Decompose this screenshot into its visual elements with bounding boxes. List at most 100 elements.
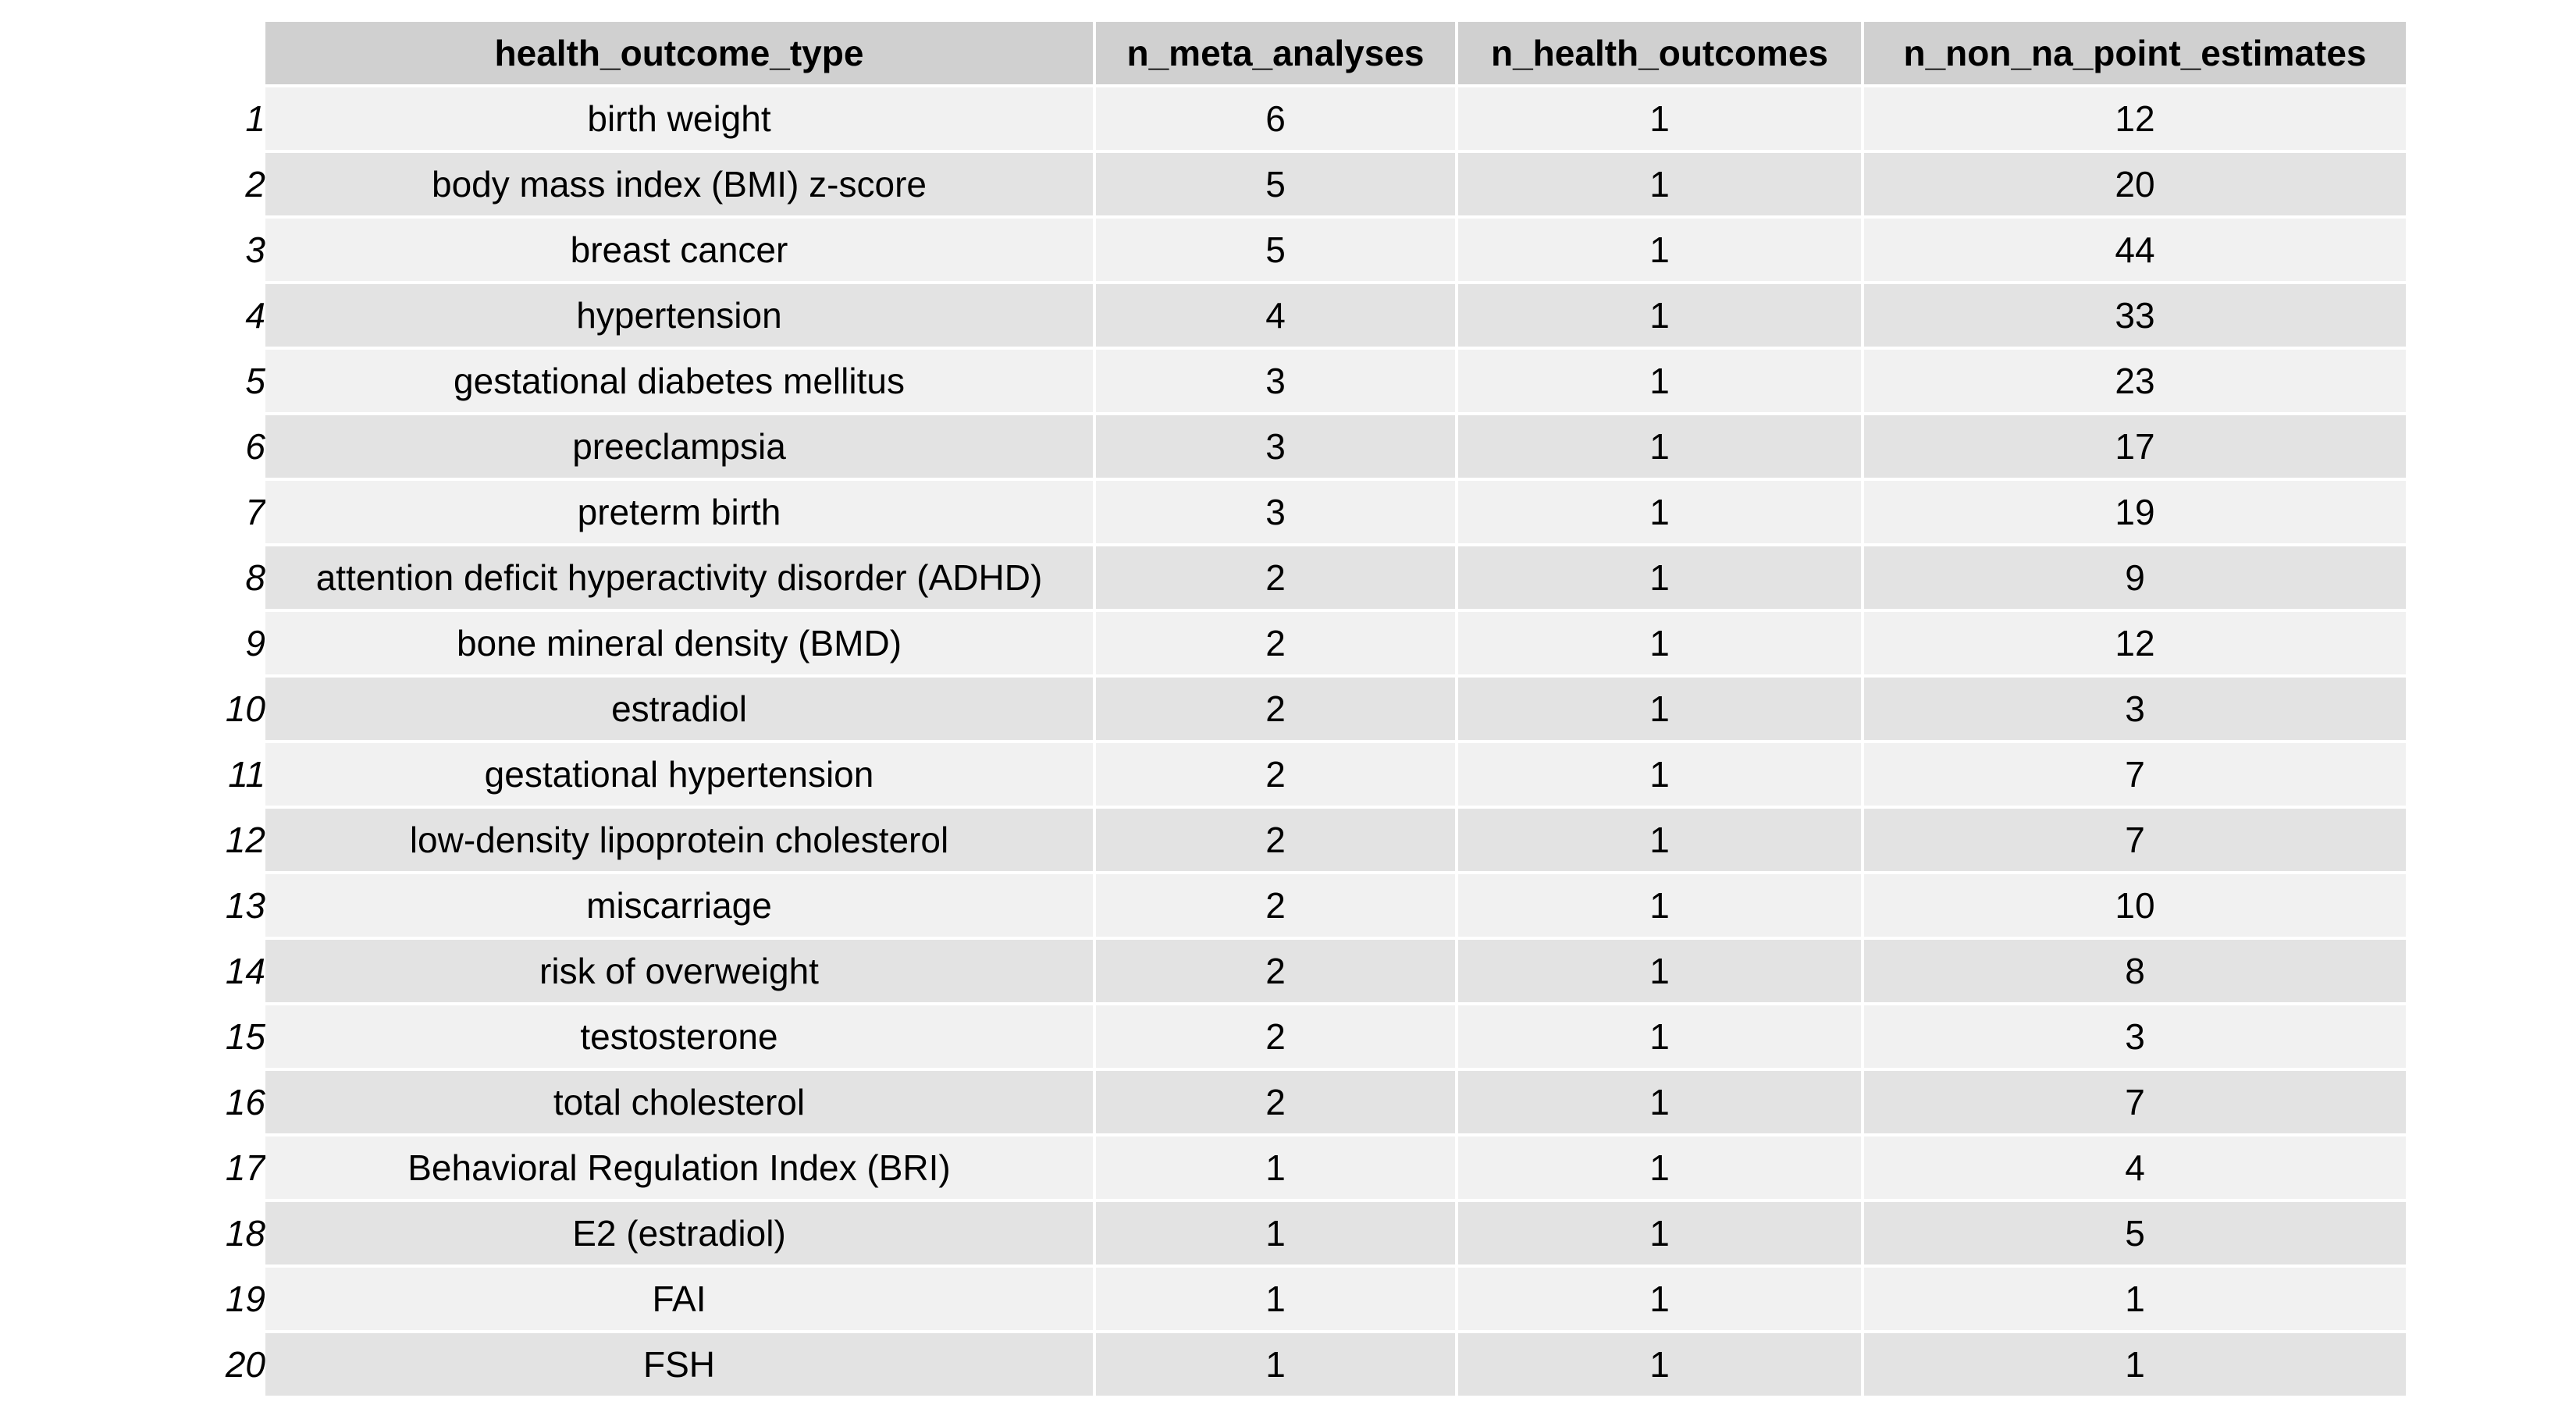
table-cell-n-health-outcomes: 1 [1458, 743, 1861, 806]
table-cell-health-outcome-type: attention deficit hyperactivity disorder… [265, 546, 1093, 609]
table-cell-n-health-outcomes: 1 [1458, 1071, 1861, 1133]
table-cell-n-meta-analyses: 1 [1096, 1202, 1455, 1264]
table-cell-n-health-outcomes: 1 [1458, 1136, 1861, 1199]
table-cell-n-meta-analyses: 5 [1096, 219, 1455, 281]
table-cell-health-outcome-type: FSH [265, 1333, 1093, 1396]
table-cell-n-non-na-point-estimates: 12 [1864, 87, 2406, 150]
table-cell-n-health-outcomes: 1 [1458, 1005, 1861, 1068]
table-cell-n-meta-analyses: 2 [1096, 743, 1455, 806]
row-label: 18 [225, 1213, 265, 1254]
table-cell-n-meta-analyses: 2 [1096, 1071, 1455, 1133]
row-label: 4 [245, 295, 265, 336]
table-cell-health-outcome-type: risk of overweight [265, 940, 1093, 1002]
row-label: 9 [245, 623, 265, 663]
column-header-health-outcome-type: health_outcome_type [265, 22, 1093, 84]
row-label: 3 [245, 229, 265, 270]
table-cell-health-outcome-type: preeclampsia [265, 415, 1093, 478]
table-cell-n-health-outcomes: 1 [1458, 350, 1861, 412]
table-cell-health-outcome-type: FAI [265, 1268, 1093, 1330]
row-label: 2 [245, 164, 265, 205]
row-label: 10 [225, 688, 265, 729]
table-cell-n-non-na-point-estimates: 20 [1864, 153, 2406, 215]
row-label: 17 [225, 1147, 265, 1188]
table-cell-health-outcome-type: testosterone [265, 1005, 1093, 1068]
table-cell-n-meta-analyses: 3 [1096, 481, 1455, 543]
column-header-n-non-na-point-estimates: n_non_na_point_estimates [1864, 22, 2406, 84]
table-cell-n-meta-analyses: 1 [1096, 1333, 1455, 1396]
table-cell-n-health-outcomes: 1 [1458, 1268, 1861, 1330]
table-cell-health-outcome-type: hypertension [265, 284, 1093, 347]
table-cell-health-outcome-type: gestational diabetes mellitus [265, 350, 1093, 412]
table-cell-n-health-outcomes: 1 [1458, 415, 1861, 478]
table-cell-n-non-na-point-estimates: 7 [1864, 809, 2406, 871]
table-cell-n-meta-analyses: 3 [1096, 415, 1455, 478]
table-cell-n-non-na-point-estimates: 1 [1864, 1333, 2406, 1396]
row-label: 8 [245, 557, 265, 598]
table-cell-n-non-na-point-estimates: 4 [1864, 1136, 2406, 1199]
table-cell-n-meta-analyses: 2 [1096, 1005, 1455, 1068]
table-cell-n-health-outcomes: 1 [1458, 219, 1861, 281]
row-label: 7 [245, 492, 265, 532]
table-cell-n-meta-analyses: 2 [1096, 678, 1455, 740]
table-cell-n-non-na-point-estimates: 12 [1864, 612, 2406, 674]
table-cell-health-outcome-type: low-density lipoprotein cholesterol [265, 809, 1093, 871]
row-label: 15 [225, 1016, 265, 1057]
table-cell-n-non-na-point-estimates: 17 [1864, 415, 2406, 478]
table-cell-n-non-na-point-estimates: 9 [1864, 546, 2406, 609]
row-label: 11 [228, 754, 265, 795]
row-label: 5 [245, 361, 265, 401]
table-cell-n-meta-analyses: 5 [1096, 153, 1455, 215]
table-cell-n-health-outcomes: 1 [1458, 1202, 1861, 1264]
table-cell-n-health-outcomes: 1 [1458, 940, 1861, 1002]
table-cell-n-meta-analyses: 3 [1096, 350, 1455, 412]
table-cell-health-outcome-type: gestational hypertension [265, 743, 1093, 806]
table-cell-n-meta-analyses: 1 [1096, 1268, 1455, 1330]
table-cell-n-non-na-point-estimates: 1 [1864, 1268, 2406, 1330]
table-cell-n-non-na-point-estimates: 23 [1864, 350, 2406, 412]
table-cell-n-health-outcomes: 1 [1458, 1333, 1861, 1396]
table-cell-n-meta-analyses: 2 [1096, 612, 1455, 674]
table-cell-health-outcome-type: estradiol [265, 678, 1093, 740]
table-cell-health-outcome-type: E2 (estradiol) [265, 1202, 1093, 1264]
table-cell-n-non-na-point-estimates: 8 [1864, 940, 2406, 1002]
table-cell-n-health-outcomes: 1 [1458, 874, 1861, 937]
column-header-n-meta-analyses: n_meta_analyses [1096, 22, 1455, 84]
table-cell-health-outcome-type: preterm birth [265, 481, 1093, 543]
table-cell-n-meta-analyses: 6 [1096, 87, 1455, 150]
table-cell-n-non-na-point-estimates: 3 [1864, 678, 2406, 740]
row-label: 19 [225, 1279, 265, 1319]
table-cell-health-outcome-type: bone mineral density (BMD) [265, 612, 1093, 674]
table-cell-n-health-outcomes: 1 [1458, 284, 1861, 347]
table-cell-health-outcome-type: Behavioral Regulation Index (BRI) [265, 1136, 1093, 1199]
row-label: 6 [245, 426, 265, 467]
table-cell-n-meta-analyses: 2 [1096, 546, 1455, 609]
row-label: 13 [225, 885, 265, 926]
table-cell-n-non-na-point-estimates: 5 [1864, 1202, 2406, 1264]
table-cell-n-non-na-point-estimates: 44 [1864, 219, 2406, 281]
table-cell-health-outcome-type: total cholesterol [265, 1071, 1093, 1133]
table-cell-n-health-outcomes: 1 [1458, 481, 1861, 543]
table-cell-n-meta-analyses: 2 [1096, 874, 1455, 937]
row-label: 1 [245, 98, 265, 139]
table-cell-n-non-na-point-estimates: 19 [1864, 481, 2406, 543]
table-cell-n-non-na-point-estimates: 7 [1864, 1071, 2406, 1133]
table-cell-n-health-outcomes: 1 [1458, 546, 1861, 609]
row-label: 20 [225, 1344, 265, 1385]
table-cell-health-outcome-type: body mass index (BMI) z-score [265, 153, 1093, 215]
table-cell-n-non-na-point-estimates: 33 [1864, 284, 2406, 347]
table-cell-n-health-outcomes: 1 [1458, 612, 1861, 674]
column-header-n-health-outcomes: n_health_outcomes [1458, 22, 1861, 84]
table-cell-n-health-outcomes: 1 [1458, 87, 1861, 150]
table-cell-n-non-na-point-estimates: 10 [1864, 874, 2406, 937]
table-cell-n-meta-analyses: 1 [1096, 1136, 1455, 1199]
table-cell-n-health-outcomes: 1 [1458, 153, 1861, 215]
table-cell-n-non-na-point-estimates: 3 [1864, 1005, 2406, 1068]
table-cell-n-health-outcomes: 1 [1458, 809, 1861, 871]
table-cell-n-non-na-point-estimates: 7 [1864, 743, 2406, 806]
table-cell-n-meta-analyses: 2 [1096, 940, 1455, 1002]
row-label: 16 [225, 1082, 265, 1122]
row-label: 14 [225, 951, 265, 991]
table-cell-health-outcome-type: birth weight [265, 87, 1093, 150]
table-cell-n-health-outcomes: 1 [1458, 678, 1861, 740]
